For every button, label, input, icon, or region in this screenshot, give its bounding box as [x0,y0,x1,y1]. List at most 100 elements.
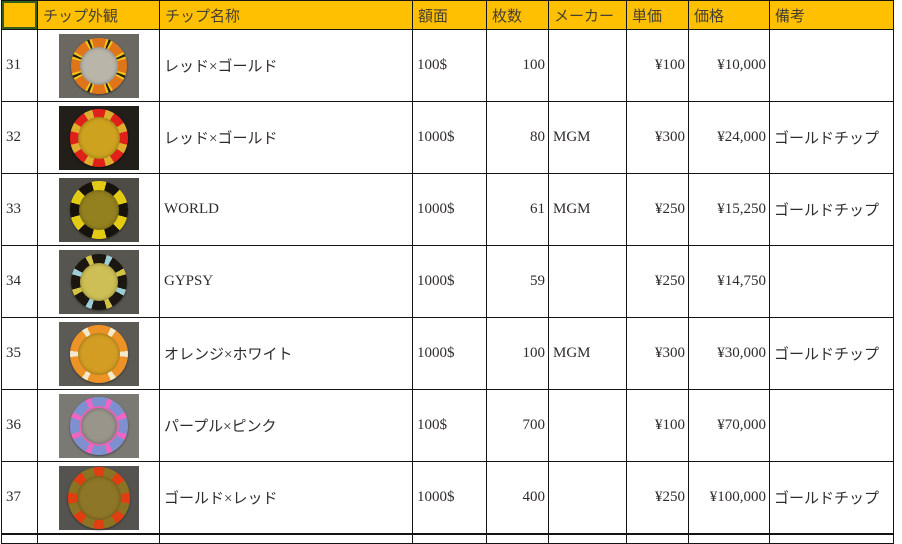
notes-cell[interactable] [769,389,894,462]
empty-cell[interactable] [626,533,689,544]
chip-icon [70,253,127,310]
chip-photo-periwinkle-chip-pink-marks [58,393,139,458]
header-cell-chip-appearance[interactable]: チップ外観 [37,0,160,30]
chip-photo-red-chip-gold-center [58,105,139,170]
notes-cell[interactable]: ゴールドチップ [769,317,894,390]
table-row-36: 36 パープル×ピンク 100$ 700 ¥100 ¥70,000 [1,389,894,462]
price-cell[interactable]: ¥15,250 [688,173,770,246]
quantity-cell[interactable]: 100 [486,317,549,390]
chip-photo-cell[interactable] [37,245,160,318]
table-row-35: 35 オレンジ×ホワイト 1000$ 100 MGM ¥300 ¥30,000 ゴールドチップ [1,317,894,390]
maker-cell[interactable]: MGM [548,101,627,174]
header-cell-notes[interactable]: 備考 [769,0,894,30]
price-cell[interactable]: ¥30,000 [688,317,770,390]
row-number-cell[interactable]: 32 [1,101,38,174]
price-cell[interactable]: ¥14,750 [688,245,770,318]
empty-cell[interactable] [769,533,894,544]
unit-price-cell[interactable]: ¥250 [626,173,689,246]
unit-price-cell[interactable]: ¥300 [626,101,689,174]
maker-cell[interactable] [548,245,627,318]
chip-center [79,262,118,301]
unit-price-cell[interactable]: ¥250 [626,245,689,318]
empty-cell[interactable] [412,533,487,544]
chip-photo-cell[interactable] [37,173,160,246]
notes-cell[interactable] [769,29,894,102]
quantity-cell[interactable]: 59 [486,245,549,318]
empty-cell[interactable] [1,533,38,544]
denomination-cell[interactable]: 1000$ [412,245,487,318]
maker-cell[interactable] [548,461,627,535]
notes-cell[interactable]: ゴールドチップ [769,101,894,174]
denomination-cell[interactable]: 1000$ [412,101,487,174]
row-number-cell[interactable]: 36 [1,389,38,462]
maker-cell[interactable]: MGM [548,317,627,390]
notes-cell[interactable]: ゴールドチップ [769,173,894,246]
table-row-31: 31 レッド×ゴールド 100$ 100 ¥100 ¥10,000 [1,29,894,102]
chip-name-cell[interactable]: パープル×ピンク [159,389,413,462]
denomination-cell[interactable]: 100$ [412,389,487,462]
header-cell-chip-name[interactable]: チップ名称 [159,0,413,30]
chip-name-cell[interactable]: レッド×ゴールド [159,29,413,102]
chip-icon [69,396,128,455]
empty-cell[interactable] [159,533,413,544]
chip-name-cell[interactable]: レッド×ゴールド [159,101,413,174]
unit-price-cell[interactable]: ¥100 [626,389,689,462]
empty-cell[interactable] [486,533,549,544]
chip-name-cell[interactable]: ゴールド×レッド [159,461,413,535]
denomination-cell[interactable]: 100$ [412,29,487,102]
price-cell[interactable]: ¥100,000 [688,461,770,535]
quantity-cell[interactable]: 700 [486,389,549,462]
header-cell-maker[interactable]: メーカー [548,0,627,30]
chip-center [77,116,120,159]
header-cell-denomination[interactable]: 額面 [412,0,487,30]
chip-photo-orange-chip-silver-center [58,33,139,98]
header-cell-price[interactable]: 価格 [688,0,770,30]
chip-icon [67,466,130,529]
table-row-32: 32 レッド×ゴールド 1000$ 80 MGM ¥300 ¥24,000 ゴールドチップ [1,101,894,174]
row-number-cell[interactable]: 31 [1,29,38,102]
chip-photo-cell[interactable] [37,317,160,390]
header-cell-unit-price[interactable]: 単価 [626,0,689,30]
row-number-cell[interactable]: 33 [1,173,38,246]
chip-photo-cell[interactable] [37,29,160,102]
chip-photo-cell[interactable] [37,101,160,174]
chip-center [76,475,121,520]
chip-center [79,46,118,85]
quantity-cell[interactable]: 61 [486,173,549,246]
quantity-cell[interactable]: 80 [486,101,549,174]
unit-price-cell[interactable]: ¥100 [626,29,689,102]
quantity-cell[interactable]: 400 [486,461,549,535]
header-cell-selected-blank[interactable] [1,0,38,30]
maker-cell[interactable] [548,29,627,102]
chip-name-cell[interactable]: オレンジ×ホワイト [159,317,413,390]
empty-cell[interactable] [548,533,627,544]
notes-cell[interactable]: ゴールドチップ [769,461,894,535]
quantity-cell[interactable]: 100 [486,29,549,102]
chip-name-cell[interactable]: GYPSY [159,245,413,318]
empty-cell[interactable] [688,533,770,544]
partial-next-row [1,533,894,544]
chip-icon [70,37,127,94]
price-cell[interactable]: ¥70,000 [688,389,770,462]
maker-cell[interactable]: MGM [548,173,627,246]
notes-cell[interactable] [769,245,894,318]
row-number-cell[interactable]: 34 [1,245,38,318]
price-cell[interactable]: ¥10,000 [688,29,770,102]
header-cell-quantity[interactable]: 枚数 [486,0,549,30]
table-row-37: 37 ゴールド×レッド 1000$ 400 ¥250 ¥100,000 ゴールドチップ [1,461,894,535]
row-number-cell[interactable]: 37 [1,461,38,535]
chip-icon [69,324,128,383]
price-cell[interactable]: ¥24,000 [688,101,770,174]
chip-name-cell[interactable]: WORLD [159,173,413,246]
maker-cell[interactable] [548,389,627,462]
unit-price-cell[interactable]: ¥250 [626,461,689,535]
denomination-cell[interactable]: 1000$ [412,461,487,535]
denomination-cell[interactable]: 1000$ [412,173,487,246]
chip-photo-cell[interactable] [37,461,160,535]
denomination-cell[interactable]: 1000$ [412,317,487,390]
unit-price-cell[interactable]: ¥300 [626,317,689,390]
chip-photo-cell[interactable] [37,389,160,462]
row-number-cell[interactable]: 35 [1,317,38,390]
empty-cell[interactable] [37,533,160,544]
